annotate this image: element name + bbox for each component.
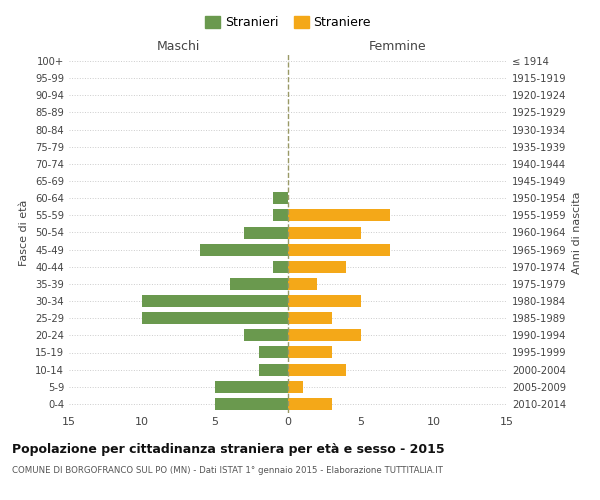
Text: COMUNE DI BORGOFRANCO SUL PO (MN) - Dati ISTAT 1° gennaio 2015 - Elaborazione TU: COMUNE DI BORGOFRANCO SUL PO (MN) - Dati… <box>12 466 443 475</box>
Bar <box>215 398 288 410</box>
Bar <box>288 244 390 256</box>
Bar <box>288 210 390 222</box>
Bar <box>288 295 361 307</box>
Bar <box>274 192 288 204</box>
Bar <box>288 226 361 238</box>
Bar <box>142 312 288 324</box>
Text: Popolazione per cittadinanza straniera per età e sesso - 2015: Popolazione per cittadinanza straniera p… <box>12 442 445 456</box>
Bar <box>274 210 288 222</box>
Bar <box>288 364 346 376</box>
Bar <box>288 398 332 410</box>
Bar <box>215 381 288 393</box>
Bar <box>288 312 332 324</box>
Bar <box>142 295 288 307</box>
Text: Femmine: Femmine <box>368 40 427 52</box>
Text: Maschi: Maschi <box>157 40 200 52</box>
Bar <box>259 364 288 376</box>
Legend: Stranieri, Straniere: Stranieri, Straniere <box>200 11 376 34</box>
Bar <box>230 278 288 290</box>
Bar <box>274 261 288 273</box>
Bar <box>288 330 361 342</box>
Bar <box>288 261 346 273</box>
Bar <box>288 278 317 290</box>
Bar <box>288 381 302 393</box>
Bar <box>200 244 288 256</box>
Bar <box>259 346 288 358</box>
Y-axis label: Anni di nascita: Anni di nascita <box>572 191 582 274</box>
Y-axis label: Fasce di età: Fasce di età <box>19 200 29 266</box>
Bar <box>244 330 288 342</box>
Bar <box>288 346 332 358</box>
Bar <box>244 226 288 238</box>
